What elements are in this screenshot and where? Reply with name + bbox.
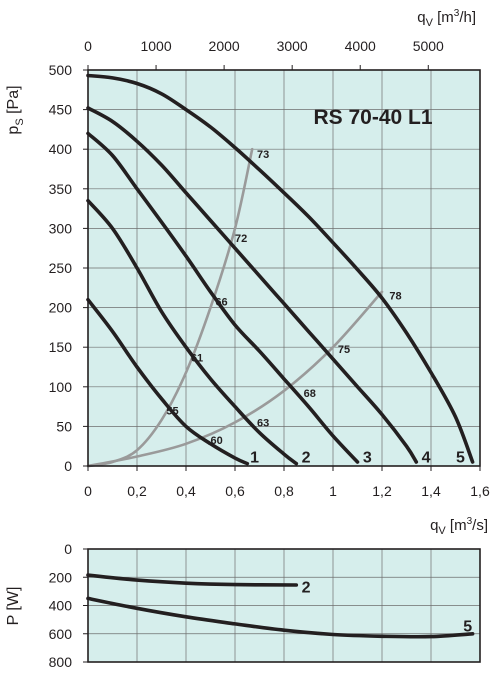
curve-label-2: 2 (302, 449, 311, 466)
efficiency-label: 63 (257, 417, 269, 429)
chart-title: RS 70-40 L1 (313, 106, 432, 129)
top-axis-label: qV [m3/h] (417, 8, 476, 29)
y-tick-label: 0 (64, 458, 72, 474)
top-axis-tick-label: 1000 (140, 38, 171, 54)
power-y-tick-label: 600 (49, 626, 73, 642)
curve-label-3: 3 (363, 449, 372, 466)
y-tick-label: 150 (49, 339, 73, 355)
efficiency-label: 72 (235, 233, 247, 245)
efficiency-label: 60 (211, 435, 223, 447)
power-curve-2 (86, 573, 299, 587)
curve-label-5: 5 (456, 449, 465, 466)
curve-label-1: 1 (250, 449, 259, 466)
power-y-axis-label: P [W] (5, 587, 22, 626)
y-tick-label: 500 (49, 62, 73, 78)
power-curve-5 (86, 596, 475, 639)
top-axis-tick-label: 3000 (277, 38, 308, 54)
efficiency-label: 66 (215, 296, 227, 308)
x-tick-label: 0,6 (225, 483, 245, 499)
top-axis-tick-label: 2000 (209, 38, 240, 54)
x-tick-label: 0,2 (127, 483, 147, 499)
fan-curve-3 (86, 131, 360, 464)
power-curve-label-2: 2 (302, 579, 311, 596)
power-y-tick-label: 200 (49, 569, 73, 585)
y-tick-label: 50 (56, 418, 72, 434)
x-tick-label: 0 (84, 483, 92, 499)
fan-curve-5 (86, 73, 475, 464)
fan-curve-2 (86, 198, 299, 466)
x-tick-label: 1 (329, 483, 337, 499)
y-tick-label: 250 (49, 260, 73, 276)
x-tick-label: 0,4 (176, 483, 196, 499)
x-tick-label: 1,6 (470, 483, 490, 499)
x-axis-label: qV [m3/s] (430, 516, 488, 537)
curve-label-4: 4 (422, 449, 431, 466)
top-axis-tick-label: 5000 (413, 38, 444, 54)
efficiency-label: 75 (338, 344, 350, 356)
efficiency-label: 55 (166, 406, 178, 418)
y-tick-label: 200 (49, 300, 73, 316)
system-curve-2 (86, 290, 384, 468)
x-tick-label: 1,4 (421, 483, 441, 499)
power-curve-label-5: 5 (463, 618, 472, 635)
power-y-tick-label: 400 (49, 598, 73, 614)
y-tick-label: 450 (49, 102, 73, 118)
x-tick-label: 1,2 (372, 483, 392, 499)
power-y-tick-label: 800 (49, 654, 73, 670)
power-y-tick-label: 0 (64, 541, 72, 557)
y-tick-label: 400 (49, 141, 73, 157)
efficiency-label: 73 (257, 149, 269, 161)
fan-curve-4 (86, 106, 419, 464)
top-axis-tick-label: 4000 (345, 38, 376, 54)
x-tick-label: 0,8 (274, 483, 294, 499)
efficiency-label: 68 (304, 388, 316, 400)
y-tick-label: 300 (49, 220, 73, 236)
top-axis-tick-label: 0 (84, 38, 92, 54)
efficiency-label: 78 (389, 291, 401, 303)
y-axis-label: pS [Pa] (5, 85, 26, 134)
y-tick-label: 100 (49, 379, 73, 395)
y-tick-label: 350 (49, 181, 73, 197)
fan-curve-1 (86, 297, 250, 466)
efficiency-label: 61 (191, 352, 203, 364)
